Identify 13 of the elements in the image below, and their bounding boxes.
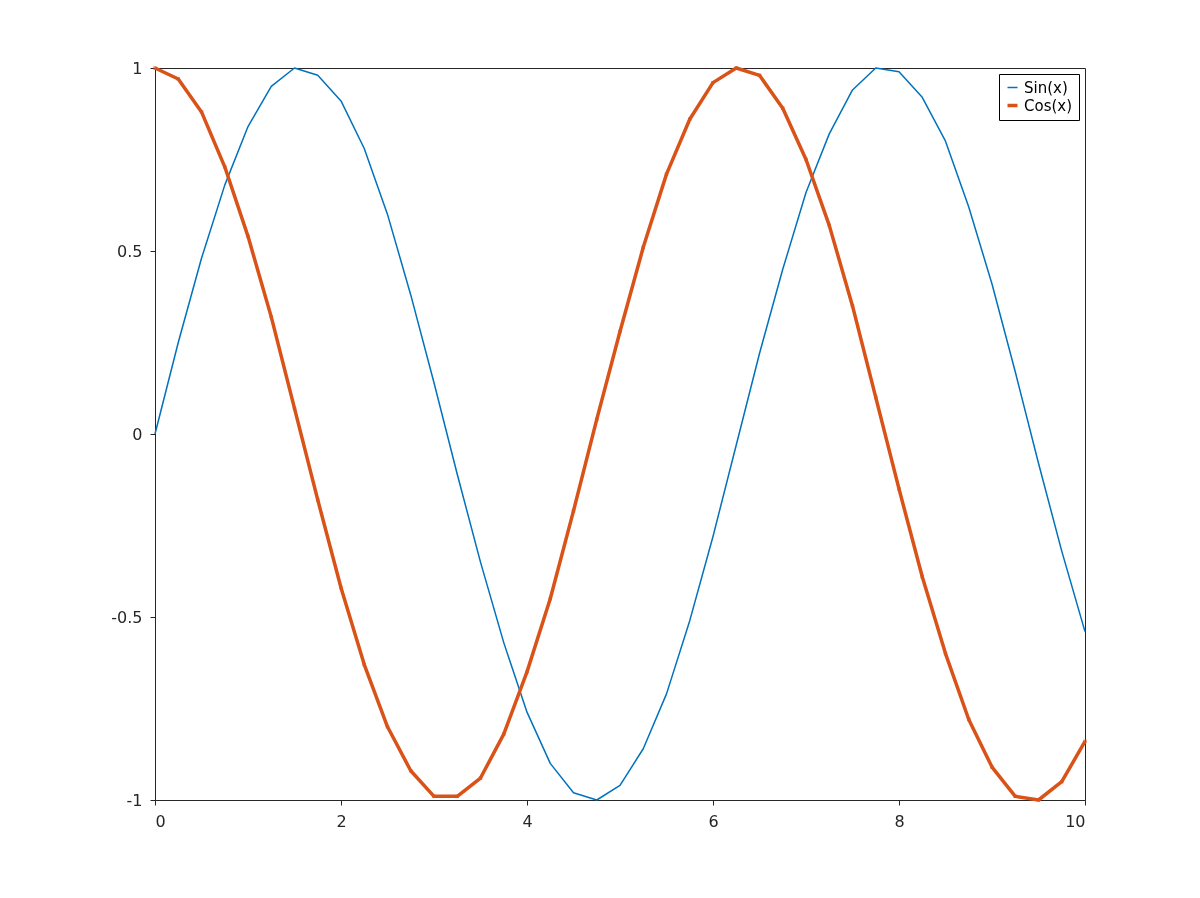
x-tick-label: 4 (522, 811, 533, 831)
x-tick-label: 8 (894, 811, 905, 831)
y-tick-label: 0.5 (117, 241, 143, 261)
y-tick-label: -1 (126, 790, 143, 810)
y-tick-label: -0.5 (111, 607, 143, 627)
x-tick-label: 6 (708, 811, 719, 831)
legend-label: Cos(x) (1024, 96, 1073, 115)
x-tick-label: 0 (155, 811, 166, 831)
x-tick-label: 10 (1065, 811, 1086, 831)
legend-label: Sin(x) (1024, 78, 1068, 97)
y-tick-label: 0 (132, 424, 143, 444)
y-tick-label: 1 (132, 58, 143, 78)
x-tick-label: 2 (336, 811, 347, 831)
